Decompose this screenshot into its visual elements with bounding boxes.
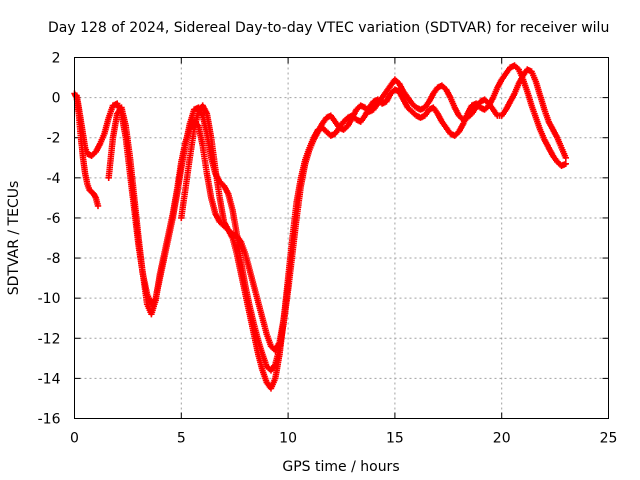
data-series-3 [105,62,569,392]
y-tick-label: 2 [52,51,61,67]
y-tick-label: -10 [38,291,61,307]
tick-layer: 0 5 10 15 20 25 -16 -14 -12 -10 -8 -6 -4 -2 0 2 [38,51,618,447]
x-tick-label: 10 [279,431,297,447]
x-tick-label: 5 [177,431,186,447]
x-tick-label: 20 [493,431,511,447]
data-series-2 [73,66,569,374]
y-tick-label: -16 [38,412,61,428]
y-tick-label: -8 [47,251,61,267]
x-axis-label: GPS time / hours [282,459,399,475]
grid-layer [74,57,609,419]
y-tick-label: 0 [52,91,61,107]
data-layer [71,62,569,392]
y-axis-label: SDTVAR / TECUs [6,181,22,296]
x-tick-label: 25 [600,431,618,447]
y-tick-label: -2 [47,131,61,147]
y-tick-label: -4 [47,171,61,187]
y-tick-label: -14 [38,371,61,387]
chart-title: Day 128 of 2024, Sidereal Day-to-day VTE… [48,20,609,36]
data-markers [73,66,569,374]
data-markers [178,102,292,354]
x-tick-label: 0 [70,431,79,447]
x-tick-label: 15 [386,431,404,447]
data-markers [105,62,569,392]
y-tick-label: -12 [38,331,61,347]
plot-frame [74,57,609,419]
data-series-4 [178,102,292,354]
y-tick-label: -6 [47,211,61,227]
